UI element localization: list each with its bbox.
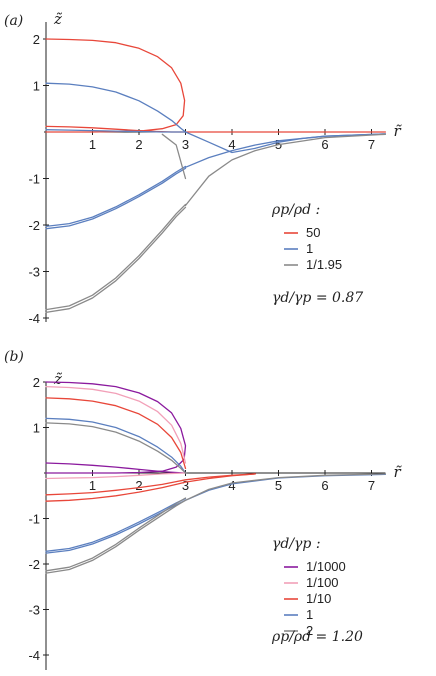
series-1-curve-1 bbox=[45, 129, 187, 133]
y-tick-label: -1 bbox=[28, 172, 40, 187]
x-tick-label: 6 bbox=[321, 478, 328, 493]
y-tick-label: -4 bbox=[28, 648, 40, 663]
annotation: γd/γp = 0.87 bbox=[272, 290, 363, 306]
y-tick-label: -4 bbox=[28, 311, 40, 326]
series-3-curve-2 bbox=[45, 497, 187, 552]
y-tick-label: -3 bbox=[28, 265, 40, 280]
series-1-curve-5 bbox=[184, 133, 387, 168]
legend-entry: 50 bbox=[306, 225, 320, 240]
x-tick-label: 6 bbox=[321, 137, 328, 152]
series-4-curve-0 bbox=[45, 422, 187, 474]
x-tick-label: 1 bbox=[89, 137, 96, 152]
y-tick-label: 1 bbox=[33, 421, 40, 436]
series-3-curve-1 bbox=[45, 473, 387, 554]
legend-title: ρp/ρd : bbox=[271, 202, 320, 218]
series-1-curve-2 bbox=[45, 167, 187, 230]
x-tick-label: 4 bbox=[228, 137, 235, 152]
series-1-curve-0 bbox=[45, 82, 187, 133]
legend-entry: 1/10 bbox=[306, 591, 331, 606]
legend-entry: 1/1000 bbox=[306, 559, 346, 574]
series-4-curve-2 bbox=[45, 497, 187, 572]
x-tick-label: 2 bbox=[135, 137, 142, 152]
x-tick-label: 4 bbox=[228, 478, 235, 493]
x-axis-label: r̃ bbox=[393, 463, 402, 481]
x-tick-label: 7 bbox=[368, 478, 375, 493]
series-2-curve-1 bbox=[45, 473, 256, 502]
x-tick-label: 3 bbox=[182, 478, 189, 493]
y-axis-label: z̃ bbox=[53, 10, 62, 28]
y-tick-label: -2 bbox=[28, 218, 40, 233]
panel-label: (b) bbox=[4, 349, 24, 365]
y-tick-label: 1 bbox=[33, 79, 40, 94]
legend-title: γd/γp : bbox=[272, 536, 321, 552]
y-tick-label: 2 bbox=[33, 32, 40, 47]
y-tick-label: -2 bbox=[28, 557, 40, 572]
panel-label: (a) bbox=[4, 13, 23, 29]
legend-entry: 1 bbox=[306, 241, 313, 256]
series-3-curve-0 bbox=[45, 417, 187, 474]
series-2-curve-1 bbox=[45, 203, 187, 311]
series-1-curve-0 bbox=[45, 385, 187, 464]
series-2-curve-0 bbox=[45, 397, 187, 470]
series-1-curve-1 bbox=[45, 472, 187, 480]
y-tick-label: -3 bbox=[28, 603, 40, 618]
y-axis-label: z̃ bbox=[53, 370, 62, 388]
series-4-curve-1 bbox=[45, 473, 387, 574]
series-2-curve-2 bbox=[161, 133, 187, 180]
series-0-curve-1 bbox=[45, 462, 187, 474]
x-tick-label: 5 bbox=[275, 478, 282, 493]
x-tick-label: 1 bbox=[89, 478, 96, 493]
legend-entry: 1 bbox=[306, 607, 313, 622]
legend-entry: 1/100 bbox=[306, 575, 339, 590]
legend-entry: 1/1.95 bbox=[306, 257, 342, 272]
series-2-curve-2 bbox=[45, 473, 256, 496]
x-tick-label: 2 bbox=[135, 478, 142, 493]
series-0-curve-0 bbox=[45, 381, 187, 474]
x-tick-label: 3 bbox=[182, 137, 189, 152]
x-axis-label: r̃ bbox=[393, 122, 402, 140]
x-tick-label: 7 bbox=[368, 137, 375, 152]
series-1-curve-3 bbox=[45, 165, 187, 228]
series-2-curve-3 bbox=[184, 133, 387, 207]
series-0-curve-0 bbox=[45, 38, 186, 133]
annotation: ρp/ρd = 1.20 bbox=[271, 629, 363, 645]
y-tick-label: -1 bbox=[28, 512, 40, 527]
series-2-curve-0 bbox=[45, 206, 187, 314]
legend-entry: 2 bbox=[306, 623, 313, 638]
y-tick-label: 2 bbox=[33, 375, 40, 390]
